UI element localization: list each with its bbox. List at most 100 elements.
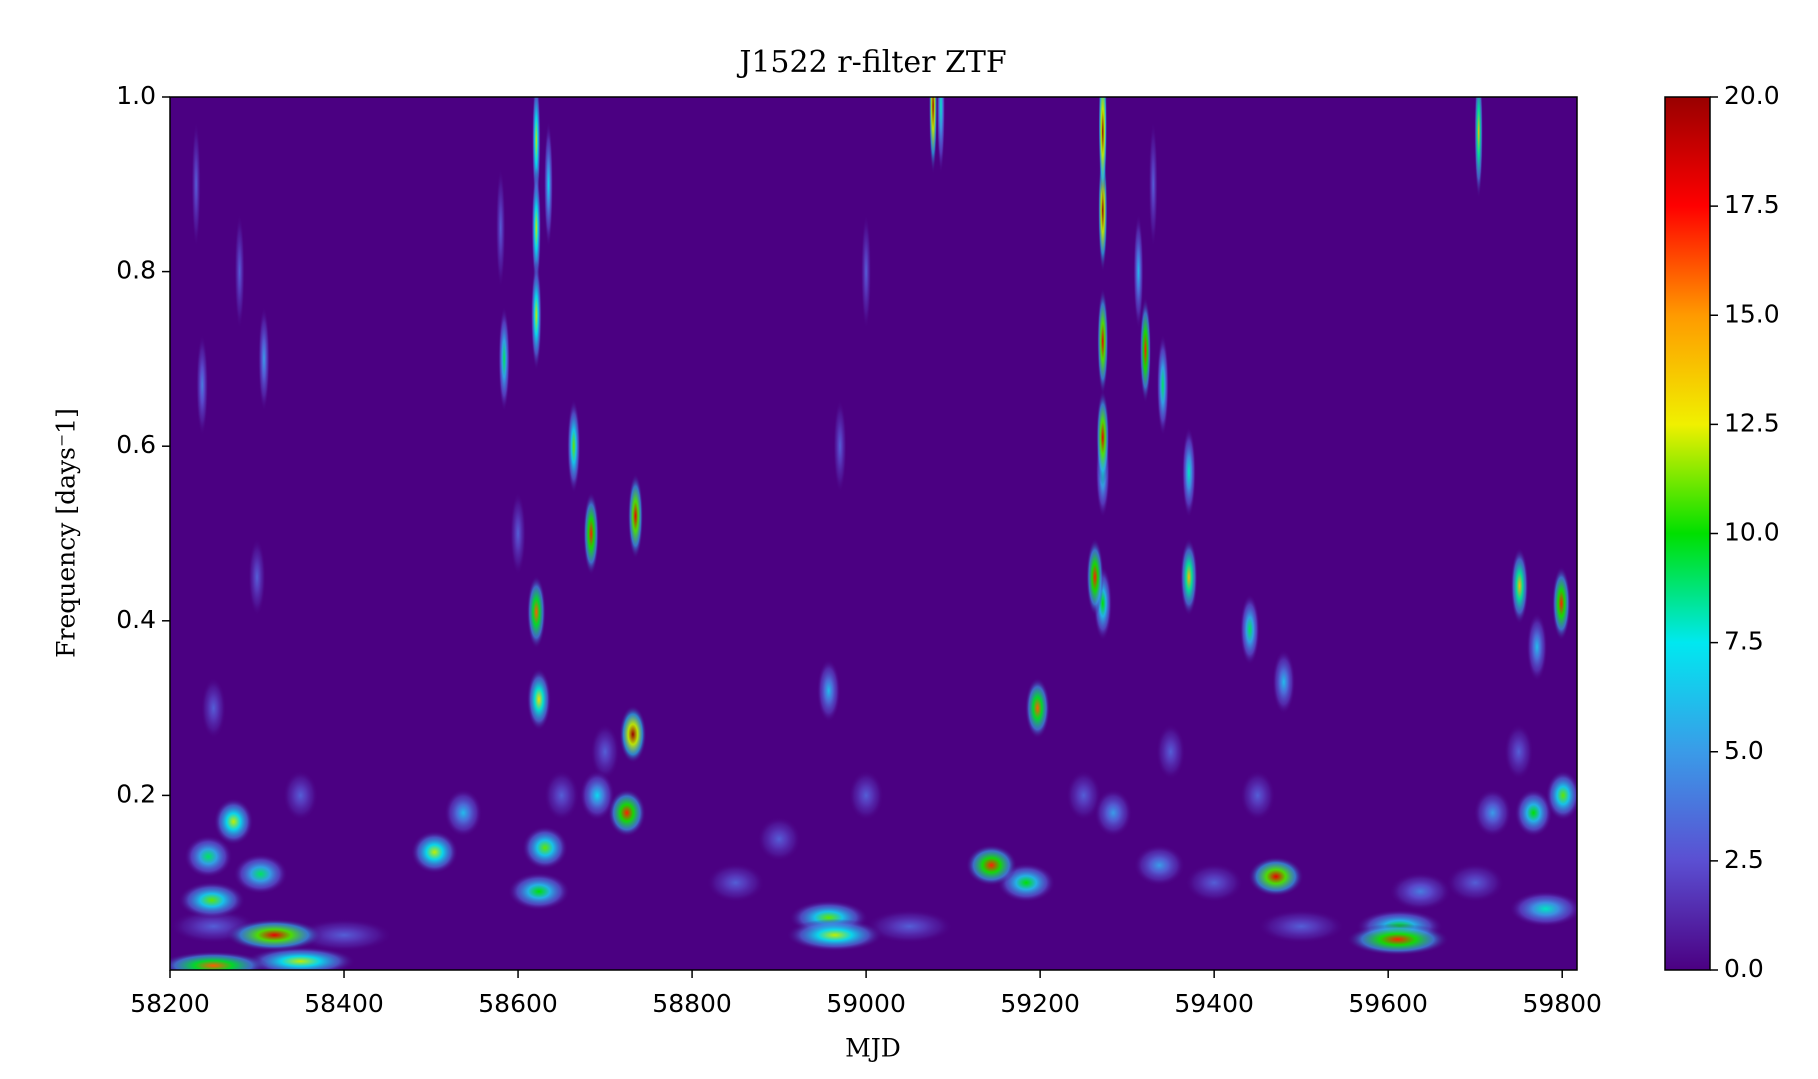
power-peak	[965, 844, 1017, 886]
y-tick-label: 1.0	[116, 81, 156, 110]
power-peak	[1181, 427, 1196, 518]
power-peak	[526, 668, 552, 731]
power-peak	[1139, 297, 1152, 404]
power-peak	[245, 946, 356, 970]
power-peak	[1066, 770, 1102, 821]
power-peak	[833, 399, 847, 494]
power-peak	[936, 97, 946, 175]
colorbar-tick-label: 17.5	[1724, 190, 1780, 219]
power-peak	[619, 705, 647, 764]
colorbar	[1664, 96, 1711, 971]
power-peak	[495, 167, 506, 289]
colorbar-tick-label: 7.5	[1724, 627, 1764, 656]
power-peak	[1257, 909, 1345, 944]
power-peak	[567, 399, 581, 494]
x-tick-label: 58200	[130, 989, 210, 1018]
power-peak	[1156, 334, 1169, 436]
power-peak	[1346, 923, 1449, 956]
power-peak	[1545, 770, 1577, 821]
power-peak	[543, 120, 554, 248]
power-peak	[1239, 594, 1260, 665]
power-peak	[1098, 97, 1108, 199]
x-tick-label: 59600	[1348, 989, 1428, 1018]
heatmap	[170, 97, 1577, 970]
x-tick-label: 58800	[652, 989, 732, 1018]
x-tick-label: 58400	[304, 989, 384, 1018]
power-peak	[233, 853, 288, 895]
power-peak	[1180, 538, 1198, 616]
power-peak	[184, 835, 233, 878]
colorbar-tick-label: 5.0	[1724, 736, 1764, 765]
colorbar-tick-label: 15.0	[1724, 299, 1780, 328]
power-peak	[627, 473, 644, 559]
power-peak	[1272, 649, 1296, 715]
power-peak	[1446, 863, 1505, 903]
power-peak	[1509, 891, 1577, 927]
power-peak	[786, 918, 884, 952]
power-peak	[848, 770, 884, 821]
power-peak	[201, 677, 226, 739]
x-tick-label: 59200	[1000, 989, 1080, 1018]
power-peak	[583, 492, 600, 575]
power-peak	[248, 538, 266, 616]
colorbar-tick-label: 12.5	[1724, 408, 1780, 437]
y-tick-label: 0.4	[116, 605, 156, 634]
plot-background	[170, 97, 1577, 970]
power-peak	[757, 816, 801, 862]
chart-title: J1522 r-filter ZTF	[736, 45, 1006, 80]
power-peak	[579, 770, 615, 821]
y-tick-label: 0.2	[116, 779, 156, 808]
power-peak	[526, 575, 546, 649]
power-peak	[590, 724, 620, 780]
power-peak	[1510, 547, 1529, 625]
power-peak	[1526, 612, 1548, 682]
colorbar-tick-label: 20.0	[1724, 81, 1780, 110]
colorbar-tick-label: 2.5	[1724, 845, 1764, 874]
power-peak	[1474, 97, 1483, 199]
power-peak	[1514, 788, 1553, 837]
power-peak	[1504, 724, 1534, 780]
power-peak	[1148, 120, 1158, 248]
y-tick-label: 0.8	[116, 256, 156, 285]
power-peak	[1096, 389, 1110, 486]
power-peak	[607, 788, 646, 837]
plot-frame	[169, 96, 1578, 971]
power-peak	[196, 334, 209, 436]
power-peak	[498, 306, 510, 412]
power-peak	[544, 770, 579, 821]
power-peak	[507, 872, 571, 911]
power-peak	[816, 659, 841, 723]
power-peak	[170, 951, 269, 970]
x-tick-label: 59800	[1522, 989, 1602, 1018]
power-peak	[510, 492, 526, 575]
power-peak	[1025, 677, 1050, 739]
power-peak	[522, 826, 568, 870]
power-peak	[928, 97, 938, 175]
power-peak	[1097, 287, 1109, 396]
power-peak	[866, 909, 954, 944]
power-peak	[530, 260, 542, 371]
colorbar-tick-label: 0.0	[1724, 954, 1764, 983]
x-axis-label: MJD	[845, 1034, 901, 1063]
power-peak	[531, 167, 542, 289]
power-peak	[191, 120, 201, 248]
power-peak	[411, 830, 459, 874]
power-peak	[1156, 724, 1186, 780]
power-peak	[1133, 213, 1144, 330]
power-peak	[213, 798, 254, 845]
power-peak	[234, 213, 245, 330]
power-peak	[1086, 538, 1104, 616]
power-peak	[295, 918, 393, 952]
power-peak	[1552, 566, 1571, 641]
power-peak	[1473, 788, 1512, 837]
power-peak	[1240, 770, 1276, 821]
x-tick-label: 58600	[478, 989, 558, 1018]
power-peak	[226, 918, 323, 952]
x-tick-label: 59400	[1174, 989, 1254, 1018]
power-peak	[706, 863, 765, 903]
colorbar-tick-label: 10.0	[1724, 518, 1780, 547]
y-axis-label: Frequency [days⁻1]	[52, 408, 81, 658]
power-peak	[1094, 788, 1133, 837]
power-peak	[860, 213, 872, 330]
